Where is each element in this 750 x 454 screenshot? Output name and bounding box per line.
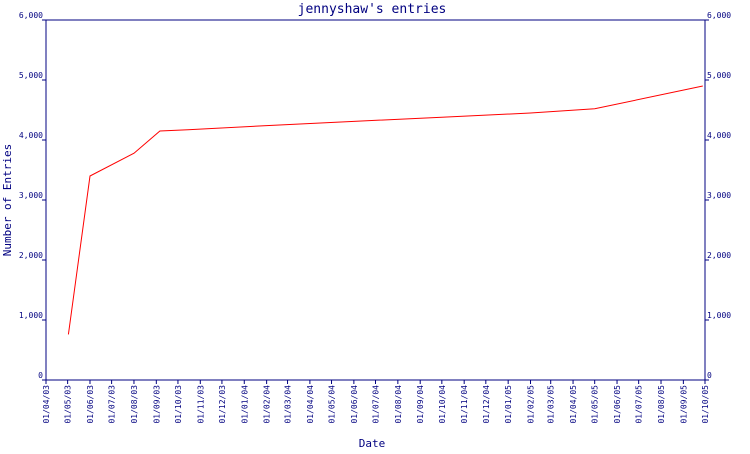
y-tick-label-left: 3,000 — [19, 191, 43, 200]
y-tick-label-left: 0 — [38, 371, 43, 380]
y-tick-label-right: 3,000 — [707, 191, 731, 200]
x-tick-label: 01/02/04 — [263, 385, 272, 424]
x-tick-label: 01/01/05 — [504, 385, 513, 424]
x-tick-label: 01/02/05 — [527, 385, 536, 424]
x-tick-label: 01/10/04 — [438, 385, 447, 424]
x-tick-label: 01/06/05 — [613, 385, 622, 424]
x-tick-label: 01/08/03 — [130, 385, 139, 424]
plot-frame — [45, 19, 706, 381]
x-tick-label: 01/05/05 — [591, 385, 600, 424]
x-tick-label: 01/04/05 — [569, 385, 578, 424]
series-line — [67, 85, 703, 335]
x-tick-label: 01/08/05 — [657, 385, 666, 424]
x-axis-title: Date — [359, 437, 386, 450]
x-tick-label: 01/03/04 — [284, 385, 293, 424]
y-tick-label-left: 4,000 — [19, 131, 43, 140]
x-tick-label: 01/07/05 — [635, 385, 644, 424]
y-tick-label-right: 6,000 — [707, 11, 731, 20]
x-tick-label: 01/05/03 — [64, 385, 73, 424]
y-tick-label-left: 2,000 — [19, 251, 43, 260]
axes — [45, 19, 706, 381]
chart-title: jennyshaw's entries — [298, 2, 447, 17]
x-tick-label: 01/05/04 — [328, 385, 337, 424]
x-tick-label: 01/08/04 — [394, 385, 403, 424]
x-tick-label: 01/07/03 — [108, 385, 117, 424]
x-tick-label: 01/12/03 — [218, 385, 227, 424]
y-tick-label-left: 5,000 — [19, 71, 43, 80]
y-tick-label-left: 6,000 — [19, 11, 43, 20]
x-tick-label: 01/12/04 — [482, 385, 491, 424]
x-tick-label: 01/11/03 — [196, 385, 205, 424]
x-axis: 01/04/03 01/05/03 01/06/03 01/07/03 01/08/03… — [42, 380, 710, 424]
y-tick-label-left: 1,000 — [19, 311, 43, 320]
x-tick-label: 01/01/04 — [240, 385, 249, 424]
x-tick-label: 01/06/04 — [350, 385, 359, 424]
x-tick-label: 01/09/04 — [416, 385, 425, 424]
y-tick-label-right: 0 — [707, 371, 712, 380]
y-tick-label-right: 2,000 — [707, 251, 731, 260]
x-tick-label: 01/07/04 — [372, 385, 381, 424]
series-group — [67, 85, 703, 335]
x-tick-label: 01/09/05 — [679, 385, 688, 424]
x-tick-label: 01/11/04 — [460, 385, 469, 424]
x-tick-label: 01/06/03 — [86, 385, 95, 424]
x-tick-label: 01/03/05 — [547, 385, 556, 424]
y-tick-label-right: 4,000 — [707, 131, 731, 140]
y-axis-left: 0 1,000 2,000 3,000 4,000 5,000 6,000 — [19, 11, 46, 381]
x-tick-label: 01/09/03 — [152, 385, 161, 424]
x-tick-label: 01/04/04 — [306, 385, 315, 424]
x-tick-label: 01/10/05 — [701, 385, 710, 424]
x-tick-label: 01/04/03 — [42, 385, 51, 424]
y-tick-label-right: 1,000 — [707, 311, 731, 320]
y-axis-right: 0 1,000 2,000 3,000 4,000 5,000 6,000 — [705, 11, 731, 381]
x-tick-label: 01/10/03 — [174, 385, 183, 424]
y-tick-label-right: 5,000 — [707, 71, 731, 80]
y-axis-title: Number of Entries — [1, 144, 14, 257]
